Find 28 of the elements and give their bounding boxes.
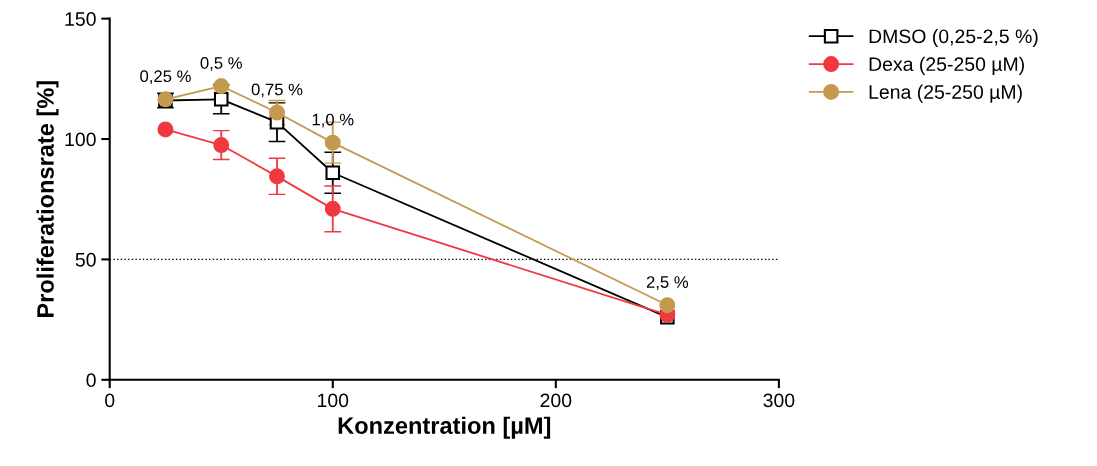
annotation: 0,5 % bbox=[200, 57, 242, 71]
point bbox=[269, 104, 285, 121]
y-tick-label: 50 bbox=[75, 252, 96, 267]
point bbox=[157, 121, 174, 138]
point bbox=[213, 92, 229, 107]
point bbox=[213, 78, 230, 95]
annotation: 1,0 % bbox=[312, 113, 354, 128]
y-tick-label: 100 bbox=[65, 132, 96, 147]
x-axis-title: Konzentration [µM] bbox=[338, 416, 551, 439]
y-tick-label: 150 bbox=[65, 12, 96, 26]
x-tick-label: 0 bbox=[105, 393, 115, 408]
annotation: 0,75 % bbox=[251, 83, 303, 98]
point bbox=[324, 200, 341, 217]
point bbox=[269, 168, 285, 185]
legend-label: DMSO (0,25-2,5 %) bbox=[869, 28, 1038, 48]
x-tick-label: 100 bbox=[318, 393, 349, 408]
x-tick-label: 200 bbox=[540, 393, 572, 408]
annotation: 0,25 % bbox=[140, 70, 191, 85]
point bbox=[324, 134, 341, 151]
y-tick-label: 0 bbox=[86, 373, 96, 388]
point bbox=[659, 297, 676, 314]
y-axis-title: Proliferationsrate [%] bbox=[36, 81, 59, 318]
point bbox=[325, 165, 341, 181]
point bbox=[213, 137, 230, 154]
x-tick-label: 300 bbox=[763, 393, 795, 408]
legend-label: Lena (25-250 µM) bbox=[869, 84, 1022, 103]
legend-label: Dexa (25-250 µM) bbox=[869, 56, 1024, 75]
annotation: 2,5 % bbox=[646, 276, 689, 290]
